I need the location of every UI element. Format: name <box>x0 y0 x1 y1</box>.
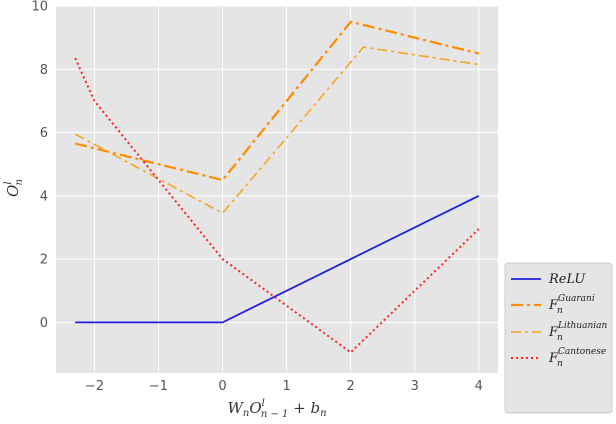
x-tick-label: 0 <box>218 379 226 394</box>
legend-label-guarani-sub: n <box>557 306 563 316</box>
legend-label-lithuanian: FLithuanian <box>548 321 608 340</box>
y-tick-label: 10 <box>31 0 48 15</box>
y-tick-label: 2 <box>40 253 48 268</box>
plot-background <box>56 6 498 373</box>
x-axis-label: WnOl n − 1 + bn <box>227 398 326 420</box>
legend-label-cantonese: FCantonese <box>548 347 606 366</box>
grid <box>56 5 498 373</box>
x-tick-label: 4 <box>475 379 483 394</box>
legend-item-cantonese: FCantonese n <box>511 347 606 369</box>
legend-item-guarani: FGuarani n <box>511 294 595 316</box>
legend-label-cantonese-sub: n <box>557 359 563 369</box>
tick-labels: −2 −1 0 1 2 3 4 0 2 4 6 8 10 <box>31 0 482 394</box>
legend-box <box>504 262 613 414</box>
y-axis-label: Oln <box>3 179 25 197</box>
x-tick-label: 3 <box>411 379 419 394</box>
x-tick-label: −1 <box>149 379 168 394</box>
y-tick-label: 0 <box>40 316 48 331</box>
legend-label-relu: ReLU <box>548 272 586 287</box>
series-line-relu <box>75 194 480 324</box>
y-tick-label: 8 <box>40 63 48 78</box>
x-tick-label: 2 <box>347 379 355 394</box>
series-layer <box>74 20 480 354</box>
x-tick-label: 1 <box>282 379 290 394</box>
x-tick-label: −2 <box>85 379 104 394</box>
y-tick-label: 4 <box>40 189 48 204</box>
y-tick-label: 6 <box>40 126 48 141</box>
series-line-guarani <box>74 20 480 182</box>
series-line-cantonese <box>74 57 480 354</box>
legend-item-relu: ReLU <box>511 272 586 287</box>
legend-label-guarani: FGuarani <box>548 294 595 313</box>
legend: ReLU FGuarani n FLithuanian n FCantonese… <box>504 262 613 414</box>
x-label-sub-n: n <box>243 408 249 419</box>
legend-label-lithuanian-sub: n <box>557 333 563 343</box>
series-line-lithuanian <box>74 46 479 215</box>
legend-item-lithuanian: FLithuanian n <box>511 321 608 343</box>
